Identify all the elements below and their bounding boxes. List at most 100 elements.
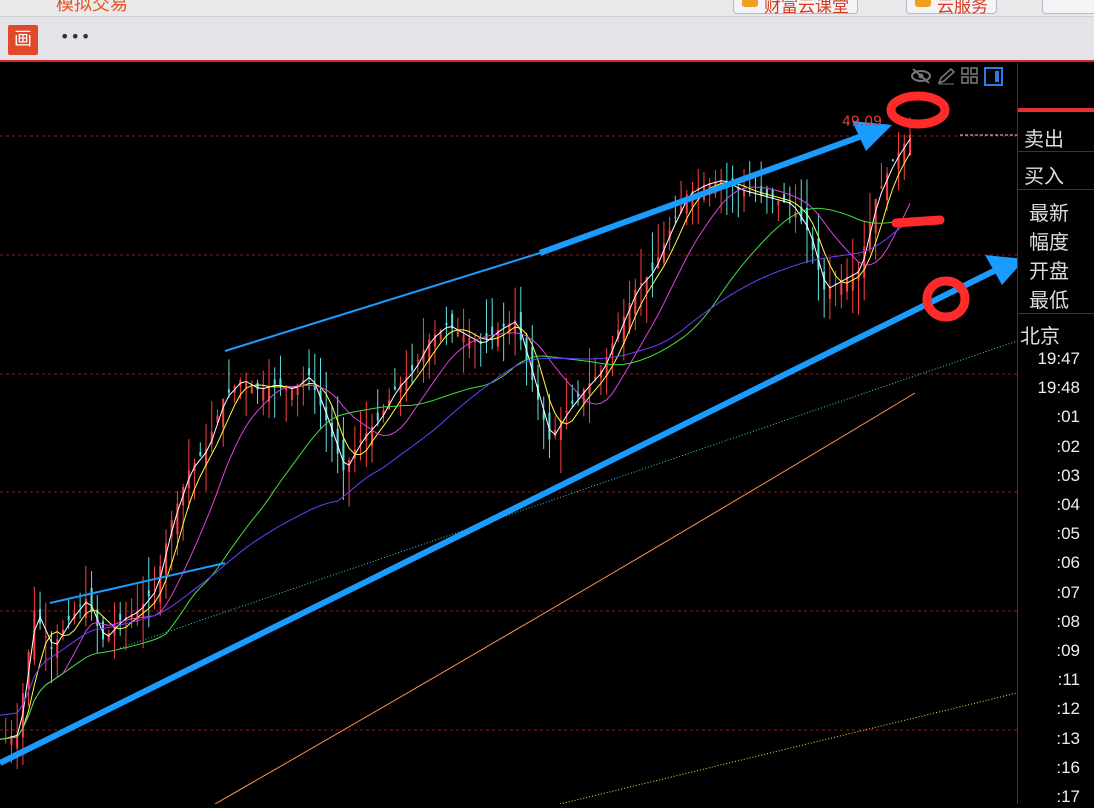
candle-body: [273, 379, 276, 385]
arrow-icon: [1051, 0, 1067, 7]
classroom-button[interactable]: 财富云课堂: [733, 0, 858, 16]
trade-time: :16: [1056, 757, 1080, 777]
candle-body: [565, 410, 568, 414]
cloud-service-icon: [915, 0, 931, 7]
candle-body: [594, 376, 597, 380]
candle-body: [645, 276, 648, 293]
candle-body: [777, 200, 780, 206]
candle-body: [519, 312, 522, 341]
candle-body: [783, 194, 786, 203]
candle-body: [674, 217, 677, 219]
quote-panel: 卖出 买入 最新 幅度 开盘 最低 北京 19:47 19:48:01:02:03…: [1017, 63, 1094, 806]
max-price-label: 49.09: [842, 114, 883, 130]
trade-time: 19:48: [1037, 378, 1080, 398]
candle-body: [256, 382, 259, 390]
trade-time: :09: [1056, 641, 1080, 660]
eye-hide-icon[interactable]: [910, 67, 932, 85]
channel-line-lower-start: [49, 562, 226, 604]
candle-body: [456, 331, 459, 337]
candle-body: [577, 392, 580, 397]
grid-layout-icon[interactable]: [960, 67, 980, 85]
arrow-head: [852, 121, 892, 151]
candle-body: [680, 206, 683, 213]
cloud-service-button[interactable]: 云服务: [906, 0, 997, 16]
ma250-line: [559, 692, 1018, 805]
trade-time: 19:47: [1037, 349, 1080, 368]
buy-label: 买入: [1024, 164, 1064, 188]
candle-body: [136, 610, 139, 622]
candle-body: [199, 451, 202, 457]
ma10-line: [0, 152, 911, 740]
divider: [1018, 313, 1094, 314]
kline-chart[interactable]: 49.09: [0, 63, 1025, 805]
panel-accent-bar: [1018, 108, 1094, 112]
candle-body: [44, 636, 47, 638]
trade-time: :05: [1056, 524, 1080, 544]
candle-body: [113, 626, 116, 636]
candle-body: [445, 323, 448, 326]
panel-toggle-icon[interactable]: [984, 67, 1004, 87]
candle-body: [748, 192, 751, 194]
more-button[interactable]: •••: [60, 27, 92, 46]
divider: [1018, 151, 1094, 152]
candle-body: [554, 429, 557, 437]
candle-body: [834, 283, 837, 285]
candle-body: [605, 356, 608, 376]
candle-body: [285, 387, 288, 391]
candle-body: [903, 143, 906, 164]
candle-body: [880, 186, 883, 189]
candle-body: [393, 386, 396, 390]
crown-icon: [742, 0, 758, 7]
pencil-icon[interactable]: [936, 67, 956, 85]
candle-body: [617, 329, 620, 339]
candle-body: [342, 439, 345, 471]
candle-body: [559, 420, 562, 441]
candle-body: [720, 179, 723, 185]
region-label: 北京: [1020, 324, 1060, 348]
candle-body: [542, 410, 545, 420]
candle-body: [846, 276, 849, 292]
candle-body: [891, 159, 894, 161]
candle-body: [336, 428, 339, 454]
trade-time: :01: [1056, 407, 1080, 427]
candle-body: [794, 212, 797, 218]
candle-body: [153, 589, 156, 591]
candle-body: [164, 543, 167, 575]
chart-canvas[interactable]: [0, 63, 1025, 805]
candle-body: [588, 383, 591, 394]
candle-body: [863, 246, 866, 278]
candle-body: [685, 194, 688, 214]
draw-tool-button[interactable]: 画: [8, 25, 38, 55]
candle-body: [805, 207, 808, 230]
candle-body: [296, 384, 299, 396]
candle-body: [279, 378, 282, 387]
candle-body: [56, 639, 59, 658]
candle-body: [760, 186, 763, 196]
candle-body: [382, 410, 385, 416]
trade-time: :07: [1056, 582, 1080, 602]
trade-time: :12: [1056, 699, 1080, 719]
candle-body: [897, 152, 900, 169]
candle-body: [216, 415, 219, 423]
candle-body: [851, 273, 854, 291]
trade-time: :11: [1057, 670, 1080, 690]
candle-body: [61, 629, 64, 635]
ma20-line: [0, 186, 911, 740]
candle-body: [531, 346, 534, 380]
candle-body: [107, 632, 110, 641]
candle-body: [811, 237, 814, 250]
trade-time: :08: [1056, 611, 1080, 631]
candle-body: [159, 566, 162, 603]
candle-body: [96, 609, 99, 626]
candle-body: [250, 386, 253, 394]
more-nav-button[interactable]: [1042, 0, 1094, 14]
candle-body: [245, 383, 248, 388]
simulated-trading-link[interactable]: 模拟交易: [56, 0, 128, 15]
candle-body: [874, 199, 877, 234]
candle-body: [433, 334, 436, 347]
candle-body: [10, 736, 13, 746]
candle-body: [416, 360, 419, 362]
candle-body: [84, 598, 87, 619]
arrow-head: [985, 255, 1025, 285]
channel-line-upper: [224, 252, 541, 352]
